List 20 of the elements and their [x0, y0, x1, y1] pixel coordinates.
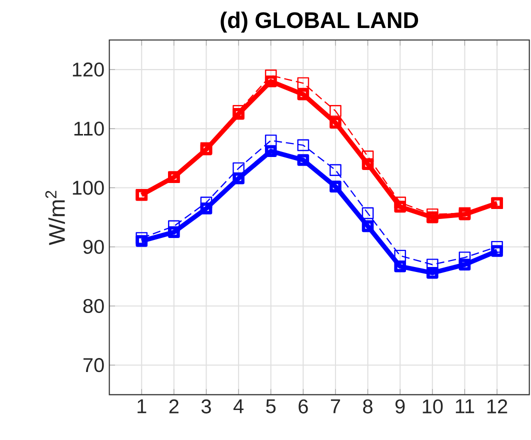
x-tick-label: 8: [363, 399, 372, 414]
x-tick-label: 6: [298, 399, 308, 414]
x-tick-label: 2: [169, 399, 178, 414]
x-tick-label: 12: [487, 399, 508, 414]
chart-title: (d) GLOBAL LAND: [220, 12, 418, 33]
y-tick-label: 110: [74, 122, 104, 136]
y-axis-title: W/m$^{2}$: [45, 190, 65, 246]
x-tick-label: 10: [422, 399, 443, 414]
y-tick-label: 90: [83, 240, 104, 254]
y-tick-label: 120: [72, 62, 104, 77]
y-tick-label: 70: [84, 358, 104, 372]
x-tick-label: 11: [456, 399, 474, 414]
x-tick-label: 5: [266, 399, 276, 414]
x-tick-label: 9: [396, 399, 405, 414]
y-tick-label: 80: [83, 298, 104, 314]
x-tick-label: 3: [201, 399, 211, 414]
x-tick-label: 1: [138, 399, 146, 414]
x-tick-label: 7: [330, 399, 340, 414]
y-tick-label: 100: [72, 180, 104, 195]
x-tick-label: 4: [233, 399, 244, 414]
